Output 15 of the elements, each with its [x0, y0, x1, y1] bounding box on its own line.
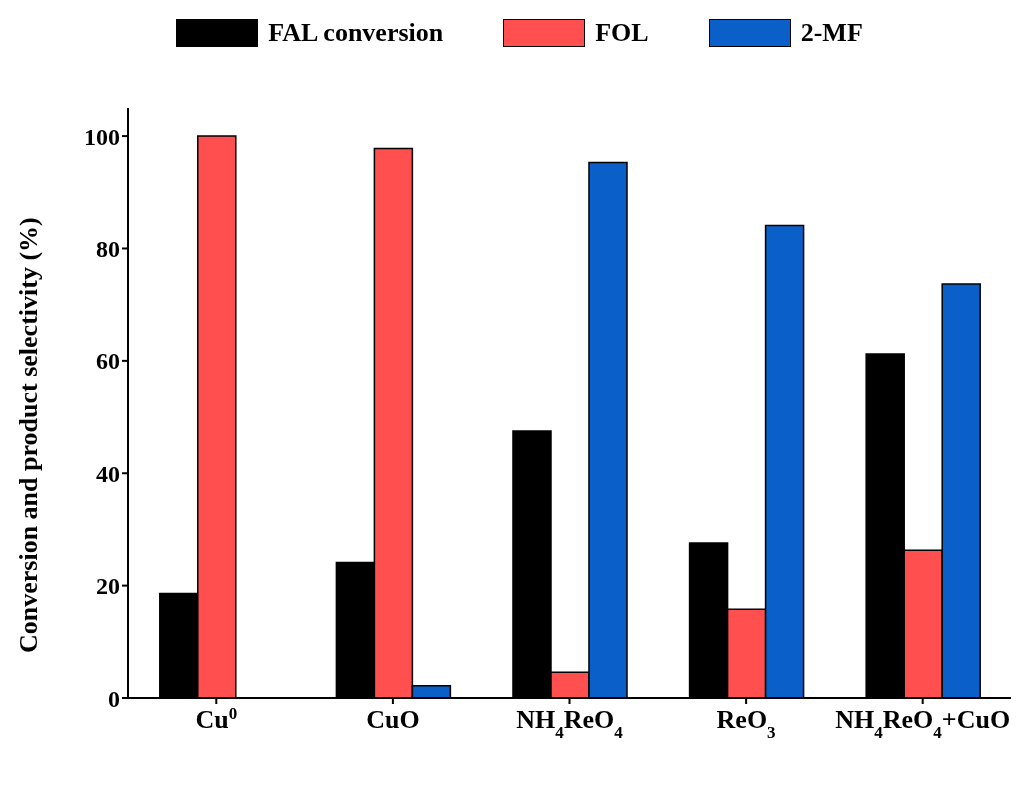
x-tick-label: CuO [366, 705, 420, 734]
y-tick-label: 60 [96, 348, 120, 375]
y-tick-label: 20 [96, 573, 120, 600]
y-axis-title: Conversion and product selectivity (%) [14, 217, 44, 653]
x-tick-label: ReO$_{3}$ [716, 705, 776, 742]
y-tick-label: 100 [84, 123, 120, 150]
x-tick-label: Cu$^{0}$ [195, 703, 238, 734]
legend-label: 2-MF [800, 18, 863, 48]
x-tick-label: NH$_{4}$ReO$_{4}$+CuO [835, 705, 1011, 742]
y-tick-label: 0 [108, 685, 120, 712]
legend-label: FAL conversion [268, 18, 444, 48]
y-tick-label: 80 [96, 236, 120, 262]
x-tick-label: NH$_{4}$ReO$_{4}$ [516, 705, 624, 742]
legend-label: FOL [595, 18, 649, 48]
y-tick-label: 40 [96, 460, 120, 487]
